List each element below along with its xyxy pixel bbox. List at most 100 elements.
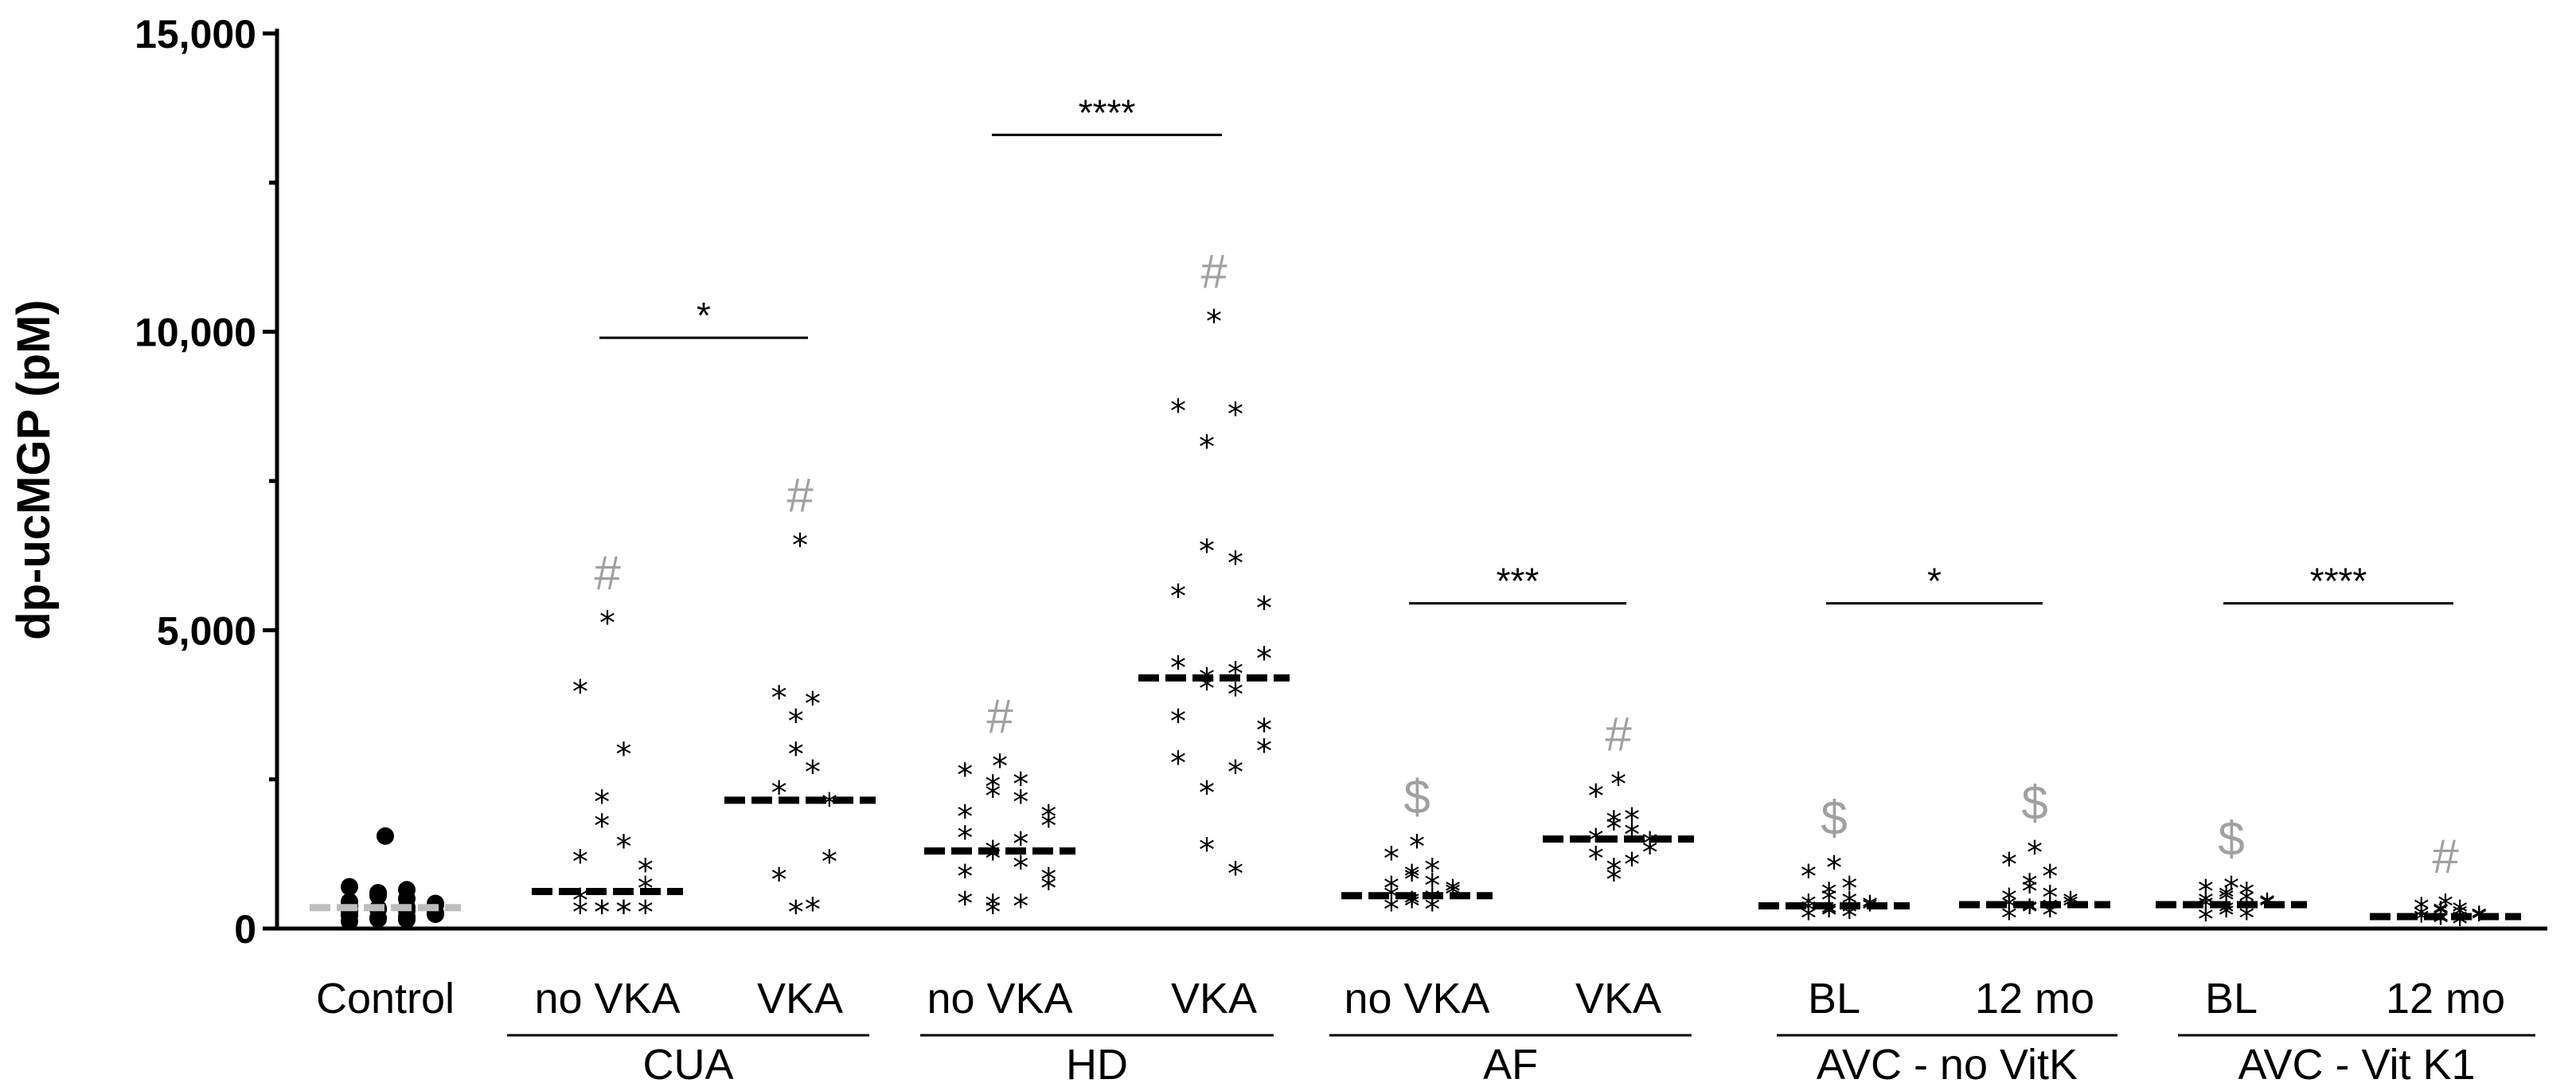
data-point: * — [1170, 745, 1186, 782]
group-label: HD — [1066, 1041, 1128, 1089]
data-point: * — [805, 892, 821, 929]
category-label: Control — [316, 975, 455, 1023]
significance-marker: $ — [2218, 812, 2244, 866]
data-point: * — [1642, 835, 1658, 872]
data-point: * — [992, 749, 1008, 785]
significance-marker: # — [786, 469, 814, 522]
category-label: 12 mo — [2386, 975, 2505, 1023]
data-point: * — [572, 674, 588, 710]
data-point: * — [805, 686, 821, 722]
y-tick-label: 15,000 — [135, 12, 256, 57]
category-label: VKA — [1171, 975, 1257, 1023]
data-point: * — [1624, 847, 1640, 884]
data-point — [377, 827, 394, 845]
data-point: * — [2433, 905, 2449, 942]
data-point: * — [2001, 901, 2017, 937]
category-label: VKA — [757, 975, 843, 1023]
significance-marker: $ — [1821, 791, 1847, 844]
data-point: * — [1199, 534, 1215, 570]
data-point: * — [771, 776, 787, 812]
data-point: * — [1256, 590, 1272, 627]
data-point: * — [594, 784, 610, 821]
data-point: * — [1170, 393, 1186, 430]
data-point: * — [2452, 904, 2468, 940]
data-point: * — [1199, 776, 1215, 812]
category-label: no VKA — [1344, 975, 1489, 1023]
data-point: * — [2238, 901, 2254, 937]
data-point: * — [1841, 871, 1857, 908]
significance-marker: # — [1200, 245, 1228, 299]
data-point — [341, 878, 358, 896]
data-point: * — [2414, 903, 2430, 940]
data-point: * — [1384, 892, 1399, 929]
data-point: * — [1013, 784, 1028, 821]
group-label: AVC - Vit K1 — [2238, 1041, 2475, 1089]
data-point: * — [1424, 853, 1440, 890]
data-point: * — [572, 895, 588, 932]
data-point: * — [957, 859, 973, 896]
data-point: * — [1409, 829, 1425, 866]
group-label: CUA — [642, 1041, 733, 1089]
data-point: * — [594, 808, 610, 845]
data-point: * — [2001, 883, 2017, 920]
data-point: * — [2001, 890, 2017, 927]
data-point: * — [1040, 800, 1056, 836]
data-point: * — [2198, 902, 2214, 939]
data-point: * — [1228, 677, 1243, 714]
data-point: * — [2238, 892, 2254, 929]
significance-label: * — [697, 295, 711, 336]
data-point: * — [1862, 892, 1878, 929]
data-point: * — [1606, 805, 1622, 842]
significance-marker: $ — [1403, 770, 1430, 823]
significance-marker: # — [986, 690, 1013, 743]
significance-label: **** — [1079, 92, 1136, 133]
data-point: * — [792, 528, 808, 565]
category-label: no VKA — [534, 975, 680, 1023]
group-label: AF — [1483, 1041, 1538, 1089]
data-point: * — [1256, 641, 1272, 678]
category-label: VKA — [1575, 975, 1661, 1023]
data-point: * — [1013, 766, 1028, 803]
data-point: * — [2001, 847, 2017, 884]
data-point: * — [638, 895, 654, 932]
data-point: * — [771, 680, 787, 717]
data-point: * — [1588, 778, 1604, 815]
data-point: * — [985, 769, 1001, 806]
data-point: * — [2027, 835, 2043, 872]
data-point: * — [1040, 871, 1056, 908]
category-label: BL — [2205, 975, 2258, 1023]
data-point: * — [1228, 546, 1243, 582]
data-point — [369, 910, 387, 929]
y-tick-label: 0 — [234, 907, 256, 952]
data-point: * — [1040, 862, 1056, 898]
data-point: * — [1588, 841, 1604, 878]
data-point: * — [788, 895, 804, 932]
data-point: * — [1228, 754, 1243, 791]
data-point: * — [2198, 890, 2214, 927]
data-point: * — [638, 853, 654, 890]
data-point: * — [2414, 900, 2430, 937]
data-point: * — [1424, 883, 1440, 920]
data-point: * — [1206, 304, 1222, 341]
data-point: * — [957, 886, 973, 922]
data-point: * — [957, 800, 973, 836]
data-point: * — [1642, 826, 1658, 862]
data-point: * — [788, 704, 804, 741]
data-point: * — [2022, 868, 2038, 905]
data-point: * — [1801, 901, 1817, 937]
significance-marker: # — [594, 546, 621, 600]
group-label: AVC - no VitK — [1817, 1041, 2078, 1089]
data-point: * — [1228, 856, 1243, 893]
data-point: * — [2452, 907, 2468, 944]
data-point: * — [615, 895, 631, 932]
data-point: * — [1404, 859, 1420, 896]
data-point — [398, 910, 416, 929]
data-point: * — [594, 895, 610, 932]
data-point: * — [1826, 850, 1842, 886]
data-point: * — [985, 778, 1001, 815]
data-point: * — [1199, 832, 1215, 869]
data-point: * — [985, 895, 1001, 932]
data-point: * — [771, 862, 787, 898]
